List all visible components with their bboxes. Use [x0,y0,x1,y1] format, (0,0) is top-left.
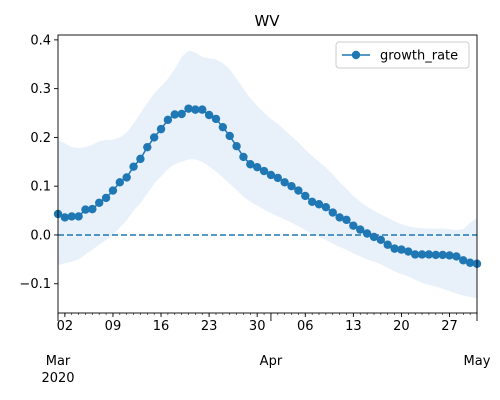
data-point [431,250,440,260]
data-point [88,204,97,214]
data-point [184,104,193,113]
data-point [314,200,324,209]
data-point [95,198,104,207]
data-point [287,181,296,191]
data-point [445,251,454,260]
data-point [191,105,200,114]
data-point [266,170,276,180]
data-point [81,205,90,214]
data-point [211,114,221,124]
data-point [404,247,413,256]
x-minor-tick-label: 20 [393,319,410,334]
data-point [424,250,434,259]
data-point [307,197,317,206]
data-point [459,256,468,265]
data-point [376,235,386,245]
data-point [452,252,461,261]
x-minor-tick-label: 27 [441,319,458,334]
data-point [115,178,125,187]
data-point [280,178,289,187]
y-tick-label: 0.1 [30,180,51,195]
x-major-tick-label: May [464,354,491,369]
data-point [383,240,392,249]
data-point [163,115,173,125]
legend-marker [351,50,361,60]
data-point [328,208,337,217]
data-point [349,221,358,230]
y-tick-label: −0.1 [19,277,51,292]
y-tick-label: 0.2 [30,131,51,146]
data-point [410,250,420,259]
data-point [129,162,138,171]
data-point [356,225,365,234]
x-minor-tick-label: 23 [201,319,218,334]
data-point [239,152,248,162]
data-point [218,122,228,132]
y-tick-label: 0.0 [30,228,51,243]
data-point [417,250,427,259]
data-point [390,244,399,253]
x-minor-tick-label: 30 [249,319,266,334]
data-point [321,202,331,212]
x-major-tick-sublabel: 2020 [41,371,74,386]
data-point [259,166,269,176]
axes: −0.1 0.0 0.1 0.2 0.3 0.4 02 09 16 23 30 06 13 20 27 Mar… [19,33,490,386]
data-point [156,124,166,134]
plot-area [53,50,482,299]
y-tick-label: 0.3 [30,82,51,97]
data-point [294,186,303,195]
data-point [143,142,152,152]
data-point [101,193,111,203]
chart-title: WV [254,12,280,30]
data-point [253,162,262,172]
data-point [136,154,145,164]
data-point [301,191,310,201]
data-point [225,131,234,141]
data-point [232,142,241,151]
legend-label: growth_rate [380,49,458,64]
x-minor-tick-label: 09 [105,319,122,334]
data-point [465,258,475,267]
y-tick-label: 0.4 [30,33,51,48]
x-major-tick-label: Apr [260,354,283,369]
data-point [74,212,83,221]
x-minor-tick-label: 16 [153,319,170,334]
data-point [273,173,282,183]
axes-frame [57,34,478,314]
data-point [108,186,118,195]
x-minor-tick-label: 06 [297,319,314,334]
x-minor-tick-label: 02 [57,319,74,334]
data-point [369,232,379,242]
data-point [335,213,344,222]
data-point [170,110,179,119]
data-point [122,173,131,182]
data-point [149,133,159,142]
data-point [177,109,186,119]
data-point [438,250,447,260]
data-point [198,105,207,114]
data-point [67,212,76,221]
data-point [246,160,255,169]
data-point [60,213,70,222]
data-point [362,229,372,238]
legend[interactable]: growth_rate [335,41,470,69]
data-point [204,110,214,120]
data-point [397,245,406,254]
data-point [342,215,351,225]
x-minor-tick-label: 13 [345,319,362,334]
legend-box [335,41,470,69]
x-major-tick-label: Mar [46,354,71,369]
